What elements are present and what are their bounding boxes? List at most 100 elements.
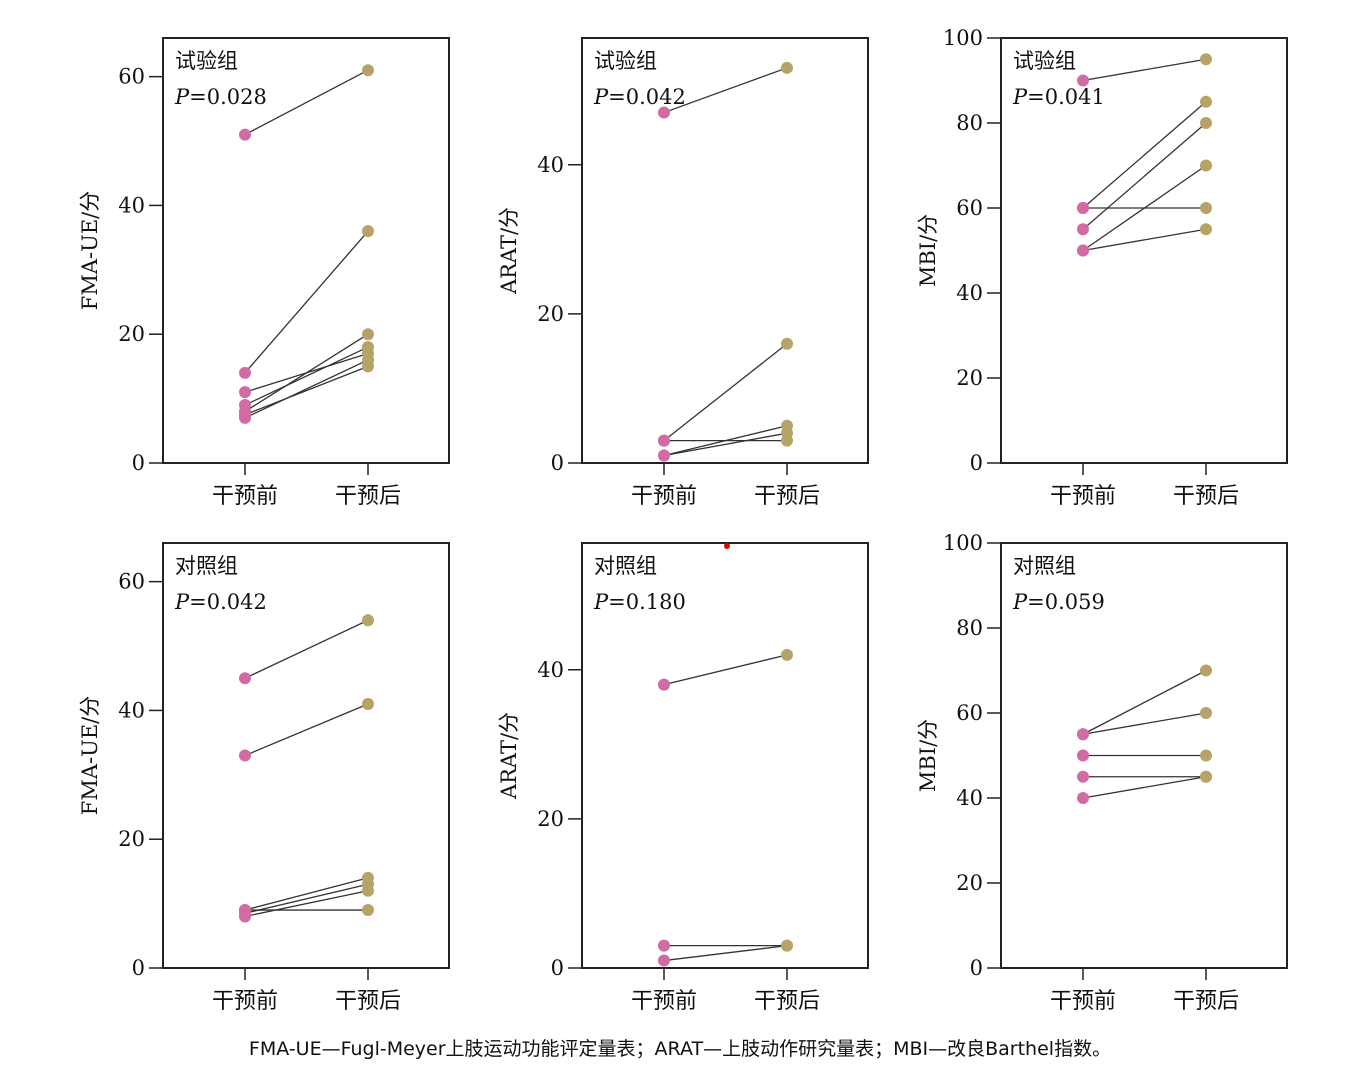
- y-tick-label: 20: [956, 871, 983, 895]
- p-value-label: P=0.041: [1012, 85, 1105, 109]
- group-label: 对照组: [594, 554, 657, 578]
- pre-point: [239, 128, 251, 141]
- post-point: [362, 614, 374, 627]
- y-tick-label: 40: [118, 698, 145, 722]
- post-point: [781, 337, 793, 350]
- pair-line: [1082, 669, 1207, 735]
- p-value-label: P=0.042: [174, 590, 267, 614]
- y-tick-label: 40: [956, 281, 983, 305]
- pair-line: [1082, 122, 1207, 230]
- post-point: [362, 64, 374, 77]
- pre-point: [658, 434, 670, 447]
- figure-caption: FMA-UE—Fugl-Meyer上肢运动功能评定量表；ARAT—上肢动作研究量…: [248, 1038, 1112, 1060]
- y-tick-label: 60: [118, 65, 145, 89]
- x-tick-label: 干预后: [754, 989, 820, 1014]
- y-tick-label: 40: [956, 786, 983, 810]
- p-symbol: P: [593, 85, 609, 109]
- stray-red-dot: [724, 543, 730, 549]
- p-value-label: P=0.042: [593, 85, 686, 109]
- y-tick-label: 20: [537, 807, 564, 831]
- y-axis-label: FMA-UE/分: [78, 191, 102, 310]
- pair-line: [244, 877, 369, 911]
- post-point: [1200, 749, 1212, 762]
- pre-point: [1077, 74, 1089, 87]
- x-tick-label: 干预前: [212, 989, 278, 1014]
- pair-line: [244, 883, 369, 914]
- panel-frame: [1000, 37, 1288, 464]
- post-point: [781, 61, 793, 74]
- p-value: =0.042: [608, 85, 686, 109]
- post-point: [1200, 770, 1212, 783]
- pair-line: [663, 432, 788, 457]
- pair-line: [663, 67, 788, 114]
- pre-point: [239, 366, 251, 379]
- y-tick-label: 0: [970, 956, 983, 980]
- y-tick-label: 100: [943, 26, 983, 50]
- pre-point: [658, 106, 670, 119]
- x-tick-label: 干预前: [212, 484, 278, 509]
- pair-line: [244, 230, 369, 374]
- pre-point: [1077, 749, 1089, 762]
- post-point: [362, 341, 374, 354]
- post-point: [1200, 707, 1212, 719]
- pre-point: [239, 408, 251, 421]
- y-tick-label: 80: [956, 616, 983, 640]
- post-point: [1200, 53, 1212, 66]
- pair-line: [244, 703, 369, 757]
- pair-line: [1082, 228, 1207, 252]
- pair-line: [663, 654, 788, 686]
- x-tick-label: 干预后: [1173, 989, 1239, 1014]
- pair-line: [1082, 58, 1207, 82]
- y-tick-label: 60: [956, 196, 983, 220]
- y-tick-label: 20: [537, 302, 564, 326]
- p-value: =0.059: [1027, 590, 1105, 614]
- y-tick-label: 40: [537, 153, 564, 177]
- post-point: [1200, 95, 1212, 108]
- p-value-label: P=0.028: [174, 85, 267, 109]
- y-tick-label: 100: [943, 531, 983, 555]
- x-tick-label: 干预前: [1050, 989, 1116, 1014]
- pair-line: [663, 343, 788, 442]
- pre-point: [1077, 728, 1089, 741]
- pre-point: [1077, 770, 1089, 783]
- post-point: [362, 360, 374, 373]
- pre-point: [658, 954, 670, 967]
- pair-line: [663, 425, 788, 457]
- pair-line: [1082, 776, 1207, 799]
- post-point: [1200, 117, 1212, 129]
- pair-line: [1082, 101, 1207, 209]
- group-label: 试验组: [1013, 49, 1076, 73]
- pre-point: [1077, 202, 1089, 214]
- p-value: =0.041: [1027, 85, 1105, 109]
- x-tick-label: 干预前: [1050, 484, 1116, 509]
- pair-line: [244, 359, 369, 419]
- x-tick-label: 干预后: [335, 484, 401, 509]
- pair-line: [244, 69, 369, 136]
- p-value-label: P=0.180: [593, 590, 686, 614]
- y-tick-label: 0: [132, 451, 145, 475]
- pair-line: [1082, 164, 1207, 252]
- panel-frame: [1000, 542, 1288, 969]
- y-axis-label: FMA-UE/分: [78, 696, 102, 815]
- p-value: =0.180: [608, 590, 686, 614]
- pre-point: [1077, 223, 1089, 236]
- pair-line: [1082, 712, 1207, 735]
- post-point: [362, 904, 374, 917]
- y-axis-label: ARAT/分: [497, 207, 521, 295]
- post-point: [1200, 664, 1212, 677]
- post-point: [1200, 223, 1212, 236]
- pair-line: [663, 944, 788, 962]
- y-tick-label: 40: [537, 658, 564, 682]
- y-tick-label: 40: [118, 193, 145, 217]
- p-symbol: P: [174, 85, 190, 109]
- pre-point: [1077, 792, 1089, 804]
- post-point: [781, 648, 793, 661]
- group-label: 试验组: [175, 49, 238, 73]
- x-tick-label: 干预后: [335, 989, 401, 1014]
- x-tick-label: 干预后: [1173, 484, 1239, 509]
- post-point: [362, 697, 374, 710]
